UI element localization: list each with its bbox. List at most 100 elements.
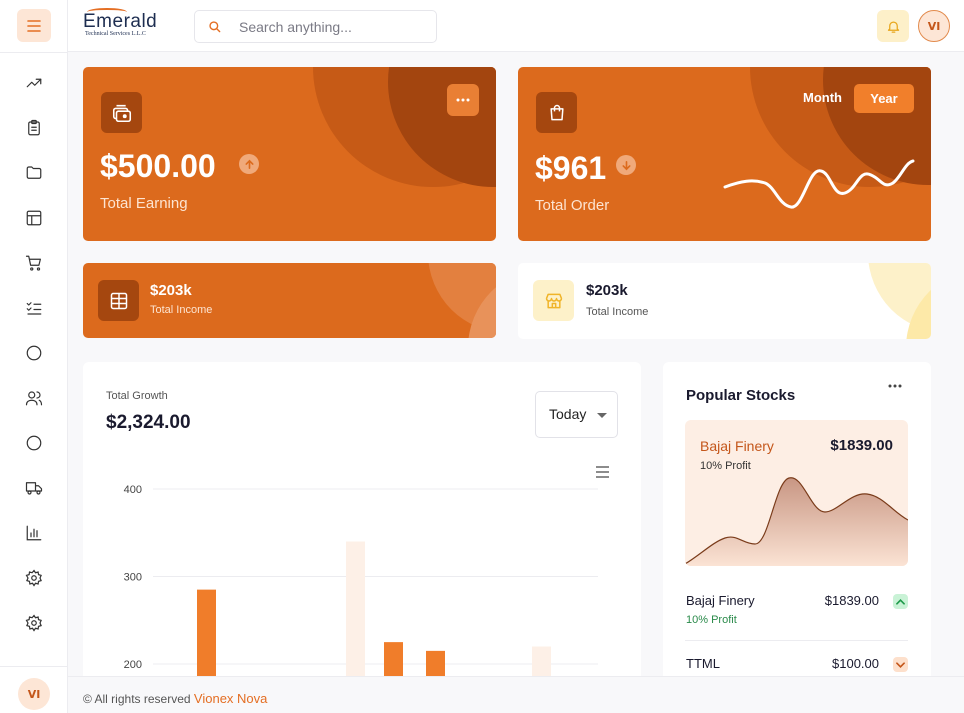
sidebar-item-checklist[interactable]: [23, 297, 45, 319]
sidebar-item-circle-2[interactable]: [23, 432, 45, 454]
sidebar-item-settings-1[interactable]: [23, 567, 45, 589]
y-tick-label: 300: [124, 572, 142, 584]
stock-row-name: Bajaj Finery: [686, 593, 755, 608]
sidebar-avatar[interactable]: VI: [18, 678, 50, 710]
total-income-card-alt: $203k Total Income: [518, 263, 931, 339]
search-icon: [209, 21, 221, 33]
truck-icon: [25, 482, 43, 495]
stock-trend-badge: [893, 657, 908, 672]
wallet-icon: [112, 104, 131, 122]
sidebar-divider: [0, 666, 68, 667]
clipboard-icon: [28, 119, 40, 136]
stock-divider: [685, 640, 908, 641]
chart-bar[interactable]: [384, 642, 403, 682]
arrow-down-icon: [621, 160, 631, 170]
order-trend-badge: [616, 155, 636, 175]
sidebar-item-users[interactable]: [23, 387, 45, 409]
featured-stock-profit: 10% Profit: [700, 460, 751, 472]
chart-bar[interactable]: [426, 650, 445, 682]
top-header: Emerald Technical Services L.L.C VI: [68, 0, 964, 52]
checklist-icon: [26, 302, 42, 315]
caret-down-icon: [597, 413, 607, 418]
growth-value: $2,324.00: [106, 412, 191, 433]
trending-up-icon: [26, 78, 42, 88]
growth-panel: Total Growth $2,324.00 Today 400 300 200: [83, 362, 641, 682]
income-alt-amount: $203k: [586, 282, 628, 299]
income-amount: $203k: [150, 282, 192, 299]
users-icon: [25, 391, 43, 406]
order-amount: $961: [535, 150, 607, 186]
popular-stocks-panel: Popular Stocks Bajaj Finery 10% Profit $…: [663, 362, 931, 682]
cart-icon: [25, 255, 41, 271]
stock-row-price: $100.00: [832, 656, 879, 671]
chart-bar[interactable]: [532, 646, 551, 683]
logo-subtitle: Technical Services L.L.C: [85, 31, 146, 37]
stock-area-chart: [685, 477, 908, 566]
circle-icon: [26, 345, 42, 361]
arrow-up-icon: [244, 159, 254, 169]
sidebar-divider: [0, 52, 68, 53]
stock-row-price: $1839.00: [824, 593, 879, 608]
store-icon-box: [533, 280, 574, 321]
sidebar: VI: [0, 0, 68, 713]
search-input[interactable]: [239, 17, 429, 37]
logo-word: Emerald: [83, 11, 158, 32]
layout-icon: [26, 210, 42, 226]
stock-trend-badge: [893, 594, 908, 609]
footer: © All rights reserved Vionex Nova: [68, 676, 964, 713]
sidebar-item-cart[interactable]: [23, 252, 45, 274]
brand-logo[interactable]: Emerald Technical Services L.L.C: [83, 8, 173, 41]
earning-amount: $500.00: [100, 148, 216, 184]
growth-chart: 400 300 200: [124, 484, 598, 683]
income-icon-box: [98, 280, 139, 321]
store-icon: [545, 293, 562, 308]
toggle-year-button[interactable]: Year: [854, 84, 914, 113]
notifications-button[interactable]: [877, 10, 909, 42]
order-label: Total Order: [535, 197, 610, 214]
earning-icon-box: [101, 92, 142, 133]
stock-row-profit: 10% Profit: [686, 614, 737, 626]
bar-chart-icon: [26, 525, 42, 541]
sidebar-item-truck[interactable]: [23, 477, 45, 499]
sidebar-item-folder[interactable]: [23, 162, 45, 184]
earning-trend-badge: [239, 154, 259, 174]
chart-bar[interactable]: [346, 541, 365, 683]
circle-icon: [26, 435, 42, 451]
sidebar-item-circle-1[interactable]: [23, 342, 45, 364]
featured-stock-name: Bajaj Finery: [700, 438, 774, 454]
stock-row-name: TTML: [686, 656, 720, 671]
chevron-up-icon: [896, 598, 905, 605]
period-select[interactable]: Today: [535, 391, 618, 438]
period-select-value: Today: [549, 406, 587, 422]
sidebar-item-settings-2[interactable]: [23, 612, 45, 634]
search-box: [194, 10, 437, 43]
total-order-card: Month Year $961 Total Order: [518, 67, 931, 241]
toggle-month-button[interactable]: Month: [803, 90, 842, 105]
growth-label: Total Growth: [106, 390, 168, 402]
sidebar-item-layout[interactable]: [23, 207, 45, 229]
sidebar-item-analytics[interactable]: [23, 522, 45, 544]
shopping-bag-icon: [549, 104, 564, 120]
chart-bar[interactable]: [197, 589, 216, 682]
featured-stock-price: $1839.00: [830, 437, 893, 454]
footer-text: © All rights reserved: [83, 692, 191, 706]
total-earning-card: $500.00 Total Earning: [83, 67, 496, 241]
featured-stock-card[interactable]: Bajaj Finery 10% Profit $1839.00: [685, 420, 908, 566]
footer-copyright: © All rights reserved Vionex Nova: [83, 691, 267, 706]
user-avatar[interactable]: VI: [918, 10, 950, 42]
folder-icon: [26, 166, 42, 179]
order-sparkline: [723, 159, 915, 209]
settings-icon: [25, 569, 42, 587]
more-horizontal-icon[interactable]: [888, 384, 902, 388]
chart-menu-icon[interactable]: [595, 466, 610, 478]
sidebar-item-clipboard[interactable]: [23, 117, 45, 139]
chevron-down-icon: [896, 661, 905, 668]
earning-label: Total Earning: [100, 195, 188, 212]
earning-options-button[interactable]: [447, 84, 479, 116]
sidebar-item-trending[interactable]: [23, 72, 45, 94]
stocks-title: Popular Stocks: [686, 387, 796, 404]
total-income-card: $203k Total Income: [83, 263, 496, 338]
table-icon: [110, 292, 127, 309]
footer-brand-link[interactable]: Vionex Nova: [193, 691, 268, 706]
menu-toggle-button[interactable]: [17, 9, 51, 42]
